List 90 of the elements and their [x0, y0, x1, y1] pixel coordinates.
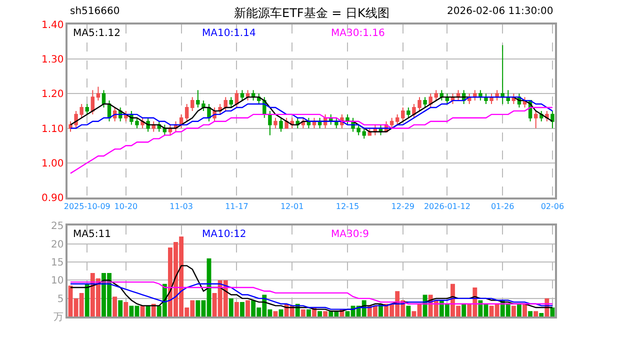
bar [406, 306, 411, 317]
x-tick-label: 10-20 [114, 202, 138, 212]
bar [240, 302, 244, 317]
candlestick [274, 117, 278, 129]
bar [511, 306, 516, 317]
candlestick [85, 104, 89, 115]
candlestick [434, 90, 438, 102]
x-tick-label: 12-01 [280, 202, 304, 212]
text: MA30:1.16 [331, 28, 385, 39]
bar [323, 311, 328, 317]
y-tick-label: 1.10 [41, 124, 64, 135]
candlestick [550, 110, 554, 129]
candlestick [224, 96, 228, 112]
candlestick [440, 90, 444, 102]
candlestick [152, 120, 156, 132]
bar [534, 311, 538, 317]
y-tick-label: 1.30 [41, 54, 64, 66]
candlestick [473, 90, 477, 102]
bar [228, 298, 234, 317]
bar [246, 300, 250, 317]
bar [112, 296, 118, 317]
candlestick [90, 90, 95, 115]
bar [146, 306, 150, 317]
candlestick [534, 110, 538, 129]
y-tick-label: 5 [57, 294, 64, 305]
text: MA5:11 [73, 229, 111, 240]
x-tick-label: 11-03 [170, 202, 193, 212]
text: MA10:12 [202, 229, 246, 240]
candlestick [423, 96, 427, 108]
bar [118, 300, 123, 317]
candlestick [140, 117, 144, 129]
candlestick [484, 93, 488, 105]
candlestick [279, 117, 283, 132]
candlestick [406, 106, 410, 118]
candlestick [102, 90, 106, 108]
candlestick [184, 104, 189, 122]
candlestick [506, 90, 510, 105]
bar [516, 304, 522, 317]
bar [234, 302, 239, 317]
text: MA30:9 [331, 229, 369, 240]
bar [273, 311, 278, 317]
candlestick [334, 117, 338, 129]
candlestick [240, 90, 244, 102]
candlestick [478, 90, 482, 102]
candlestick [268, 110, 272, 136]
bar [300, 309, 306, 317]
x-tick-label: 02-06 [540, 202, 564, 212]
bar [124, 302, 128, 317]
chart-title: 新能源车ETF基金 = 日K线图 [234, 6, 390, 20]
line-series [70, 106, 554, 174]
bar [528, 311, 533, 317]
y-tick-label: 万 [54, 312, 64, 324]
bar [539, 312, 544, 317]
line-series [70, 283, 554, 310]
bar [462, 304, 466, 317]
candlestick [246, 90, 250, 102]
y-tick-label: 15 [51, 258, 64, 269]
candlestick [190, 96, 194, 112]
candlestick [490, 93, 494, 105]
line-series [70, 281, 554, 304]
bar [306, 309, 311, 317]
bar [522, 304, 527, 317]
candlestick [229, 96, 234, 108]
candlestick [401, 106, 405, 122]
text: sh516660 [70, 6, 120, 17]
x-tick-label: 01-26 [490, 202, 514, 212]
y-tick-label: 1.00 [41, 158, 64, 170]
y-tick-label: 25 [51, 221, 64, 232]
candlestick [428, 93, 432, 108]
candlestick [395, 114, 400, 126]
text: MA10:1.14 [202, 28, 256, 39]
y-tick-label: 1.20 [41, 89, 64, 100]
candlestick [390, 117, 394, 129]
x-tick-label: 2025-10-09 [64, 202, 110, 212]
candlestick [96, 86, 100, 102]
bar [84, 284, 90, 317]
bar [550, 308, 555, 317]
candlestick [234, 90, 239, 108]
x-tick-label: 12-29 [391, 202, 415, 212]
x-tick-label: 12-15 [336, 202, 360, 212]
text: 2026-02-06 11:30:00 [447, 6, 554, 17]
x-tick-label: 2026-01-12 [424, 202, 470, 212]
y-tick-label: 20 [51, 239, 64, 250]
text: MA5:1.12 [73, 28, 120, 39]
y-tick-label: 1.40 [41, 20, 64, 31]
y-tick-label: 10 [51, 276, 64, 287]
candlestick [495, 90, 499, 102]
bar [318, 311, 322, 317]
y-tick-label: 0.90 [41, 193, 64, 204]
x-tick-label: 11-17 [225, 202, 248, 212]
